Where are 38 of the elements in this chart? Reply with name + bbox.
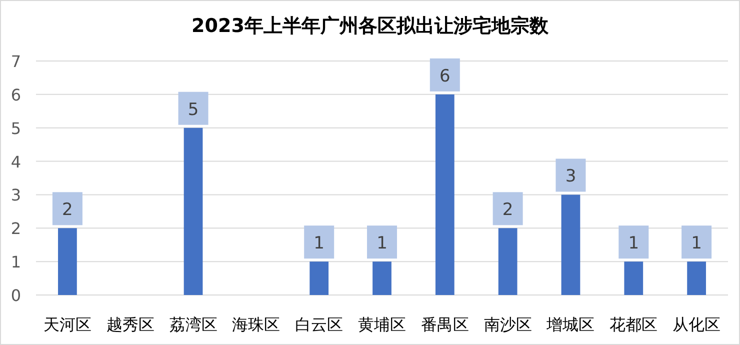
x-tick-label: 海珠区 <box>232 315 280 334</box>
data-label: 2 <box>502 200 514 220</box>
chart-title: 2023年上半年广州各区拟出让涉宅地宗数 <box>192 15 550 37</box>
data-label: 6 <box>439 66 450 86</box>
x-tick-label: 白云区 <box>295 315 344 334</box>
bar <box>372 262 392 295</box>
bar <box>58 228 77 295</box>
y-tick-label: 5 <box>10 118 22 138</box>
x-tick-label: 从化区 <box>672 315 721 334</box>
bar <box>310 262 329 295</box>
y-tick-label: 3 <box>10 186 22 205</box>
bar <box>561 194 580 295</box>
data-label: 1 <box>628 234 640 254</box>
x-tick-label: 黄埔区 <box>358 315 406 334</box>
x-tick-label: 增城区 <box>546 315 595 334</box>
bar <box>498 228 518 295</box>
x-tick-label: 南沙区 <box>484 315 532 334</box>
data-label: 5 <box>188 100 199 120</box>
data-label: 2 <box>62 200 73 220</box>
y-tick-label: 1 <box>10 252 22 272</box>
y-tick-label: 4 <box>10 152 22 172</box>
bar <box>184 128 203 295</box>
data-label: 1 <box>314 234 325 254</box>
bar <box>435 94 454 295</box>
bar <box>687 262 706 295</box>
data-label: 1 <box>376 234 388 254</box>
bar <box>624 262 644 295</box>
data-label: 1 <box>691 234 702 254</box>
y-tick-label: 7 <box>10 52 22 71</box>
x-tick-label: 荔湾区 <box>169 315 218 334</box>
data-label: 3 <box>565 166 576 187</box>
y-tick-label: 6 <box>10 85 22 104</box>
x-tick-label: 花都区 <box>610 315 658 334</box>
y-tick-label: 0 <box>10 286 22 305</box>
x-tick-label: 天河区 <box>43 315 92 334</box>
x-tick-label: 番禺区 <box>420 315 469 334</box>
y-tick-label: 2 <box>10 219 22 238</box>
x-tick-label: 越秀区 <box>106 315 154 334</box>
